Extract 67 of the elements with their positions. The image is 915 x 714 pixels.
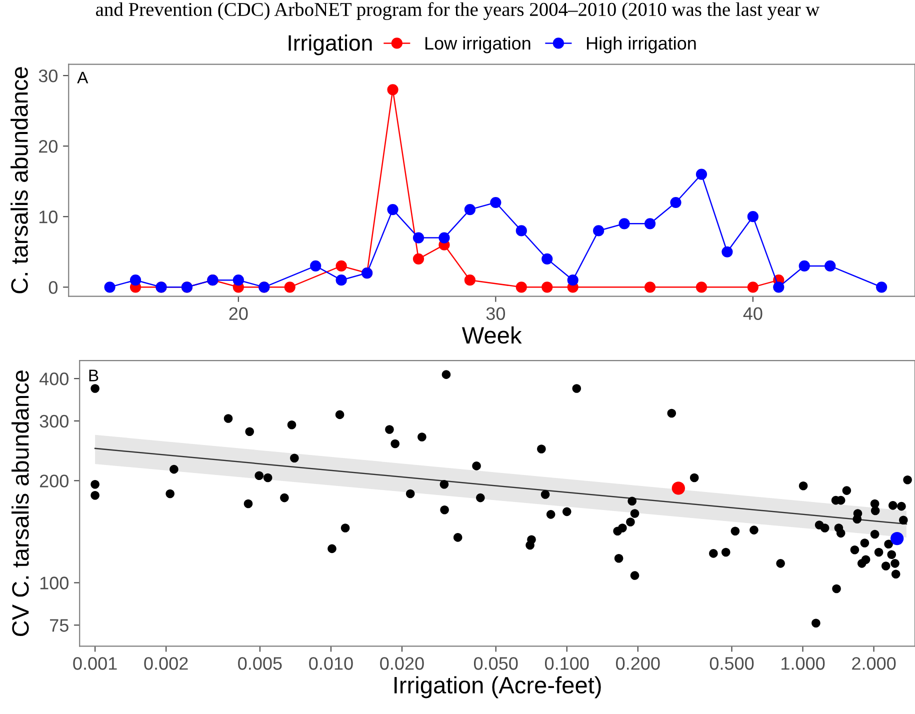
x-axis-title: Week xyxy=(462,326,522,344)
y-tick-label: 200 xyxy=(40,474,68,488)
point xyxy=(464,274,476,286)
point xyxy=(618,218,630,230)
x-tick-label: 0.100 xyxy=(544,657,589,670)
annotation: A xyxy=(77,72,88,84)
x-tick-label: 0.002 xyxy=(144,657,188,670)
point xyxy=(876,282,888,293)
x-tick-label: 0.050 xyxy=(474,657,518,670)
x-tick-label: 0.001 xyxy=(73,657,117,670)
x-tick-label: 40 xyxy=(743,307,762,320)
y-axis-title: C. tarsalis abundance xyxy=(10,67,28,294)
point xyxy=(490,196,502,208)
y-tick-label: 75 xyxy=(50,619,68,632)
point xyxy=(438,232,450,244)
x-tick-label: 1.000 xyxy=(782,657,825,670)
point xyxy=(747,282,758,293)
point xyxy=(130,274,142,286)
legend-label: High irrigation xyxy=(587,36,696,54)
y-tick-label: 100 xyxy=(40,576,68,590)
point xyxy=(644,218,656,230)
point xyxy=(593,225,604,236)
point xyxy=(798,260,810,272)
point xyxy=(336,274,347,286)
point xyxy=(336,260,347,272)
point xyxy=(412,253,424,264)
x-tick-label: 0.010 xyxy=(309,657,353,670)
point xyxy=(387,204,398,216)
x-tick-label: 0.200 xyxy=(616,657,660,670)
point xyxy=(464,204,476,216)
legend-label: Low irrigation xyxy=(425,36,530,54)
point xyxy=(310,260,322,272)
point xyxy=(387,84,398,96)
point xyxy=(232,274,244,286)
y-tick-label: 30 xyxy=(38,69,58,82)
point xyxy=(644,282,656,293)
point xyxy=(412,232,424,244)
point xyxy=(542,253,553,264)
y-tick-label: 300 xyxy=(40,414,68,428)
annotation: B xyxy=(89,370,98,382)
point xyxy=(696,168,708,180)
point xyxy=(516,225,527,236)
point xyxy=(670,196,682,208)
y-axis-title: CV C. tarsalis abundance xyxy=(12,370,29,636)
text: and Prevention (CDC) ArboNET program for the years 2004–2010 (2010 was the last year w xyxy=(96,2,820,20)
x-tick-label: 0.005 xyxy=(238,657,282,670)
point xyxy=(284,282,296,293)
point xyxy=(104,282,116,293)
point xyxy=(722,246,733,258)
x-tick-label: 2.000 xyxy=(852,657,896,670)
y-tick-label: 0 xyxy=(48,281,58,294)
y-tick-label: 20 xyxy=(39,140,58,153)
legend-title: Irrigation xyxy=(288,34,372,56)
y-tick-label: 400 xyxy=(39,372,68,386)
x-tick-label: 0.020 xyxy=(380,657,424,670)
point xyxy=(696,282,708,293)
point xyxy=(542,282,553,293)
point xyxy=(824,260,836,272)
x-tick-label: 30 xyxy=(486,307,506,320)
point xyxy=(567,274,578,286)
point xyxy=(747,211,758,222)
x-axis-title: Irrigation (Acre-feet) xyxy=(394,676,601,698)
point xyxy=(773,282,784,293)
y-tick-label: 10 xyxy=(40,210,58,224)
point xyxy=(516,282,527,293)
x-tick-label: 0.500 xyxy=(710,657,754,670)
x-tick-label: 20 xyxy=(229,307,248,320)
